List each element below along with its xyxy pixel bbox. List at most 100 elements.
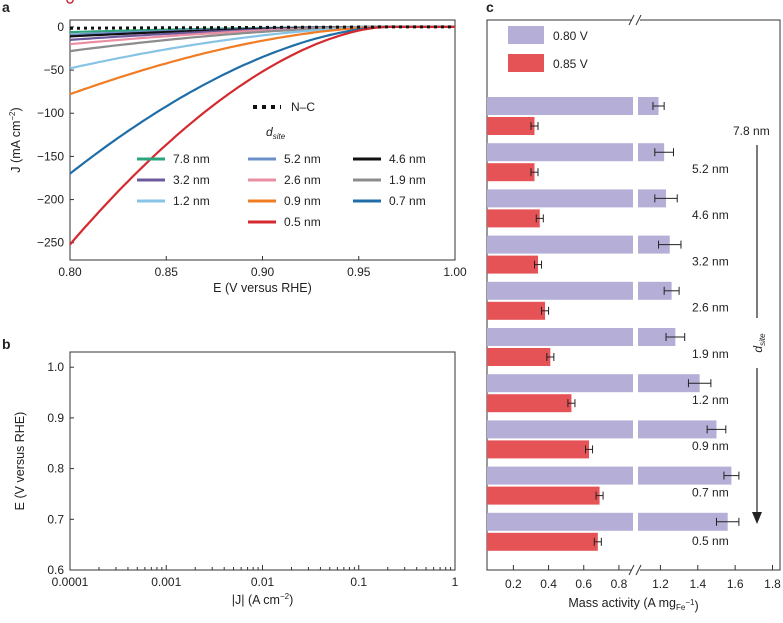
panel-c-axis-break-mark	[635, 564, 642, 576]
panel-a-ytick-label: −100	[37, 106, 64, 120]
panel-b-ytick-label: 0.7	[47, 512, 64, 526]
panel-c-bar-080v-0-7-nm-left	[487, 466, 633, 485]
panel-a-legend-label-4-6-nm: 4.6 nm	[389, 152, 426, 166]
panel-c-xtick-label: 0.6	[575, 577, 592, 591]
panel-b-frame	[69, 351, 456, 571]
panel-b-xtick-label: 0.001	[151, 575, 181, 589]
panel-a-xtick-label: 0.80	[58, 265, 82, 279]
panel-c-bar-085v-5-2-nm	[487, 163, 535, 182]
panel-c-bar-085v-0-5-nm	[487, 532, 598, 551]
panel-c-category-label-0-7-nm: 0.7 nm	[692, 485, 729, 499]
panel-letter-a: a	[2, 0, 10, 15]
panel-c-legend-label-0-85-v: 0.85 V	[553, 57, 588, 71]
panel-c-xtick-label: 0.4	[540, 577, 557, 591]
panel-c-dsite-arrow-head	[752, 512, 762, 524]
panel-a-series-nc-reference	[70, 25, 455, 30]
panel-c-bar-085v-3-2-nm	[487, 255, 539, 274]
panel-b-chart: 0.0001 0.001 0.01 0.1 1 0.6 0.7 0.8 0.9 1.0 |J| (A…	[13, 0, 459, 607]
panel-c-bar-080v-1-2-nm-left	[487, 374, 633, 393]
panel-a-legend-label-2-6-nm: 2.6 nm	[284, 173, 321, 187]
panel-c-bar-080v-2-6-nm	[638, 281, 672, 300]
panel-a-legend-label-1-9-nm: 1.9 nm	[389, 173, 426, 187]
panel-c-axis-break-gap	[632, 16, 640, 24]
panel-b-xtick-label: 1	[452, 575, 459, 589]
panel-c-category-label-0-5-nm: 0.5 nm	[692, 534, 729, 548]
panel-a-ytick-label: −200	[37, 193, 64, 207]
panel-letter-b: b	[2, 336, 11, 352]
panel-c-category-label-0-9-nm: 0.9 nm	[692, 439, 729, 453]
panel-a-ytick-label: −50	[44, 63, 65, 77]
panel-c-category-label-5-2-nm: 5.2 nm	[692, 162, 729, 176]
panel-c-category-label-1-9-nm: 1.9 nm	[692, 347, 729, 361]
panel-a-xtick-label: 0.90	[251, 265, 275, 279]
panel-a-legend-title: dsite	[266, 125, 286, 141]
panel-c-category-label-7-8-nm: 7.8 nm	[733, 124, 770, 138]
panel-a-xtick-label: 1.00	[443, 265, 467, 279]
panel-c-bar-080v-5-2-nm	[638, 143, 665, 162]
panel-a-xtick-label: 0.85	[155, 265, 179, 279]
panel-a-legend-label-7-8-nm: 7.8 nm	[173, 152, 210, 166]
panel-c-axis-break-gap	[632, 566, 640, 574]
panel-c-bar-080v-4-6-nm	[638, 189, 667, 208]
panel-c-xtick-label: 1.8	[764, 577, 781, 591]
panel-c-bar-080v-0-5-nm	[638, 512, 728, 531]
panel-c-bar-085v-1-2-nm	[487, 394, 572, 413]
panel-c-bar-085v-4-6-nm	[487, 209, 540, 228]
panel-a-ytick-label: 0	[57, 20, 64, 34]
panel-a-series-0-5-nm	[69, 25, 455, 246]
panel-c-xtick-label: 1.4	[689, 577, 706, 591]
panel-b-ytick-label: 0.8	[47, 462, 64, 476]
panel-b-point-0-5-nm	[66, 0, 74, 4]
panel-c-chart: 0.2 0.4 0.6 0.8 1.2 1.4 1.6 1.8 Mass activity (A…	[486, 14, 781, 613]
panel-b-xtick-label: 0.1	[350, 575, 367, 589]
panel-c-bar-080v-0-9-nm-left	[487, 420, 633, 439]
panel-a-legend-label-0-9-nm: 0.9 nm	[284, 194, 321, 208]
panel-a-legend-label-0-7-nm: 0.7 nm	[389, 194, 426, 208]
panel-c-xlabel: Mass activity (A mgFe−1)	[568, 596, 698, 613]
panel-c-bar-080v-1-9-nm-left	[487, 328, 633, 346]
panel-b-xlabel: |J| (A cm−2)	[232, 592, 293, 607]
panel-b-xtick-label: 0.01	[251, 575, 275, 589]
panel-c-xtick-label: 1.6	[727, 577, 744, 591]
panel-a-ytick-label: −150	[37, 149, 64, 163]
panel-c-bar-080v-3-2-nm	[638, 235, 670, 254]
panel-c-legend-label-0-80-v: 0.80 V	[553, 29, 588, 43]
panel-letter-c: c	[486, 0, 494, 15]
panel-c-category-label-3-2-nm: 3.2 nm	[692, 254, 729, 268]
panel-c-bar-085v-1-9-nm	[487, 348, 551, 366]
panel-c-legend-swatch-0-80-v	[508, 26, 544, 44]
panel-c-bar-085v-2-6-nm	[487, 301, 546, 320]
panel-c-bar-080v-3-2-nm-left	[487, 235, 633, 254]
panel-c-axis-break-mark	[628, 14, 635, 26]
panel-c-category-label-4-6-nm: 4.6 nm	[692, 208, 729, 222]
panel-c-bar-080v-0-5-nm-left	[487, 512, 633, 531]
panel-c-category-label-2-6-nm: 2.6 nm	[692, 301, 729, 315]
panel-c-bar-080v-5-2-nm-left	[487, 143, 633, 162]
panel-c-bar-080v-4-6-nm-left	[487, 189, 633, 208]
panel-c-legend-swatch-0-85-v	[508, 54, 544, 72]
panel-c-dsite-label-bg	[747, 318, 767, 368]
panel-c-bar-080v-1-2-nm	[638, 374, 700, 393]
panel-c-bar-080v-0-7-nm	[638, 466, 732, 485]
panel-b-ylabel: E (V versus RHE)	[13, 412, 27, 511]
panel-a-legend-label-1-2-nm: 1.2 nm	[173, 194, 210, 208]
panel-c-axis-break-mark	[628, 564, 635, 576]
panel-c-xtick-label: 0.8	[611, 577, 628, 591]
panel-a-xlabel: E (V versus RHE)	[213, 281, 312, 295]
panel-a-xtick-label: 0.95	[347, 265, 371, 279]
panel-c-axis-break-mark	[635, 14, 642, 26]
panel-a-ylabel: J (mA cm−2)	[8, 107, 23, 172]
panel-c-bar-085v-0-9-nm	[487, 440, 590, 459]
panel-a-chart: 0.80 0.85 0.90 0.95 1.00 0 −50 −100 −150 −200 −250…	[8, 19, 467, 295]
panel-c-category-label-1-2-nm: 1.2 nm	[692, 393, 729, 407]
panel-b-ytick-label: 0.9	[47, 411, 64, 425]
panel-c-bar-080v-1-9-nm	[638, 328, 676, 346]
panel-c-xtick-label: 0.2	[505, 577, 522, 591]
panel-c-xtick-label: 1.2	[652, 577, 669, 591]
panel-c-bar-080v-7-8-nm	[638, 97, 659, 115]
panel-c-bar-080v-2-6-nm-left	[487, 281, 633, 300]
panel-a-legend-label-0-5-nm: 0.5 nm	[284, 215, 321, 229]
panel-b-ytick-label: 1.0	[47, 360, 64, 374]
panel-c-bar-080v-0-9-nm	[638, 420, 717, 439]
